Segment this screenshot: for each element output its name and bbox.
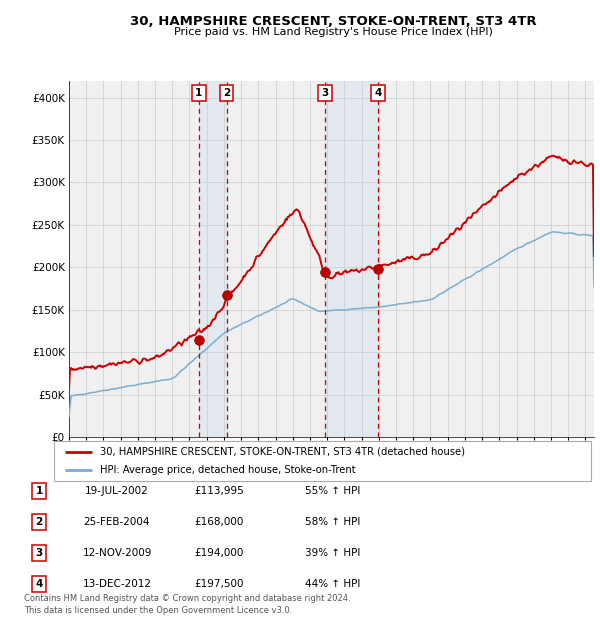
- Text: 58% ↑ HPI: 58% ↑ HPI: [305, 517, 361, 527]
- Text: 3: 3: [35, 548, 43, 558]
- Text: 12-NOV-2009: 12-NOV-2009: [82, 548, 152, 558]
- Text: 25-FEB-2004: 25-FEB-2004: [84, 517, 150, 527]
- Text: HPI: Average price, detached house, Stoke-on-Trent: HPI: Average price, detached house, Stok…: [100, 465, 355, 475]
- Text: 39% ↑ HPI: 39% ↑ HPI: [305, 548, 361, 558]
- Bar: [199, 81, 227, 437]
- Text: 30, HAMPSHIRE CRESCENT, STOKE-ON-TRENT, ST3 4TR: 30, HAMPSHIRE CRESCENT, STOKE-ON-TRENT, …: [130, 16, 536, 28]
- Text: £197,500: £197,500: [194, 579, 244, 589]
- FancyBboxPatch shape: [54, 441, 591, 481]
- Text: 4: 4: [374, 88, 382, 98]
- Text: 2: 2: [35, 517, 43, 527]
- Text: Price paid vs. HM Land Registry's House Price Index (HPI): Price paid vs. HM Land Registry's House …: [173, 27, 493, 37]
- Text: 1: 1: [195, 88, 202, 98]
- Text: 4: 4: [35, 579, 43, 589]
- Text: £194,000: £194,000: [194, 548, 244, 558]
- Text: 3: 3: [321, 88, 328, 98]
- Bar: [325, 81, 378, 437]
- Text: 13-DEC-2012: 13-DEC-2012: [83, 579, 151, 589]
- Text: 19-JUL-2002: 19-JUL-2002: [85, 486, 149, 496]
- Text: Contains HM Land Registry data © Crown copyright and database right 2024.
This d: Contains HM Land Registry data © Crown c…: [24, 594, 350, 615]
- Text: 2: 2: [223, 88, 230, 98]
- Text: 30, HAMPSHIRE CRESCENT, STOKE-ON-TRENT, ST3 4TR (detached house): 30, HAMPSHIRE CRESCENT, STOKE-ON-TRENT, …: [100, 447, 464, 457]
- Text: £113,995: £113,995: [194, 486, 244, 496]
- Text: £168,000: £168,000: [194, 517, 244, 527]
- Text: 44% ↑ HPI: 44% ↑ HPI: [305, 579, 361, 589]
- Text: 55% ↑ HPI: 55% ↑ HPI: [305, 486, 361, 496]
- Text: 1: 1: [35, 486, 43, 496]
